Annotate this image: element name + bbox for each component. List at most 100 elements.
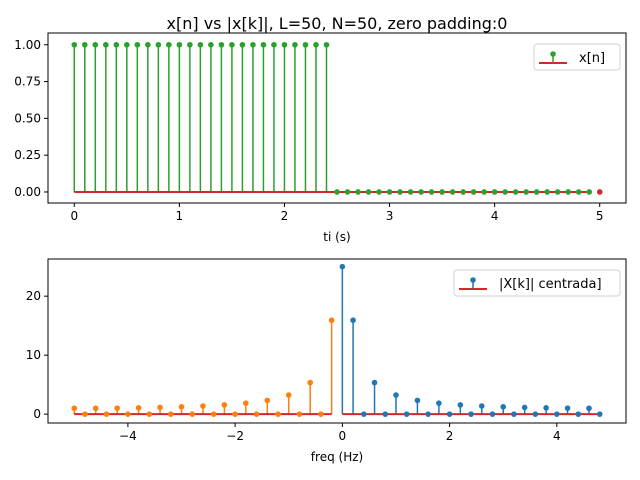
axes-frame — [47, 258, 627, 424]
x-tick-label: 3 — [386, 209, 394, 223]
stem-marker — [82, 411, 88, 417]
stem-marker — [481, 189, 487, 195]
stem-marker — [564, 405, 571, 411]
stem-marker — [512, 189, 519, 195]
legend: x[n] — [533, 43, 621, 71]
stem-marker — [71, 41, 78, 48]
chart-title: x[n] vs |x[k]|, L=50, N=50, zero padding… — [167, 14, 508, 33]
y-tick-label: 0.50 — [14, 111, 41, 125]
stem-marker — [328, 317, 335, 324]
stem-marker — [302, 41, 309, 48]
stem-marker — [307, 379, 313, 386]
stem-marker — [334, 189, 340, 195]
x-tick-label: 4 — [491, 209, 499, 223]
x-axis-label: ti (s) — [323, 230, 350, 244]
stem-marker — [81, 41, 88, 48]
x-tick-label: 1 — [176, 209, 184, 223]
stem-marker — [436, 400, 442, 406]
x-tick-label: 5 — [596, 209, 604, 223]
stem-marker — [187, 41, 193, 48]
stem-marker — [365, 189, 372, 195]
stem-marker — [239, 41, 246, 48]
x-tick-label: 0 — [339, 429, 347, 443]
stem-marker — [313, 41, 319, 48]
stem-marker — [418, 189, 424, 195]
stem-marker — [264, 397, 271, 404]
stem-marker — [439, 189, 445, 195]
stem-marker — [125, 411, 131, 417]
stem-marker — [386, 189, 393, 195]
y-tick-label: 0.00 — [14, 185, 41, 199]
legend-label: |X[k]| centrada] — [499, 277, 602, 292]
stem-marker — [114, 405, 120, 411]
stem-marker — [281, 41, 288, 48]
y-tick-label: 0 — [33, 407, 41, 421]
stem-marker — [271, 41, 277, 48]
stem-marker — [491, 189, 498, 195]
y-tick-label: 0.75 — [14, 75, 41, 89]
stem-marker — [189, 411, 196, 417]
x-tick-label: 2 — [446, 429, 454, 443]
stem-marker — [103, 411, 110, 417]
top-axes: 0 1 2 3 4 5 0.00 0.25 0.50 0.75 1.00 ti (s) x[n] — [14, 32, 627, 244]
stem-marker — [544, 189, 550, 195]
legend-marker — [470, 277, 476, 283]
stem-marker — [543, 405, 549, 411]
stem-marker — [596, 411, 603, 417]
x-tick-label: 4 — [553, 429, 561, 443]
stem-marker — [253, 411, 260, 417]
y-tick-label: 20 — [26, 289, 41, 303]
x-tick-label: 0 — [70, 209, 78, 223]
stem-marker — [407, 189, 414, 195]
stem-marker — [103, 41, 109, 48]
stem-marker — [243, 400, 249, 406]
stem-marker — [355, 189, 361, 195]
stem-marker — [502, 189, 508, 195]
stem-marker — [124, 41, 130, 48]
bottom-axes: −4 −2 0 2 4 0 10 20 freq (Hz) |X[k]| centrada] — [26, 258, 627, 464]
stem-marker — [350, 317, 356, 324]
stem-marker — [157, 404, 163, 411]
stem-marker — [511, 411, 517, 417]
stem-marker — [208, 41, 214, 48]
x-tick-label: −2 — [226, 429, 244, 443]
stem-marker — [425, 411, 431, 417]
stem-marker — [296, 411, 303, 417]
stem-marker — [371, 379, 378, 386]
stem-marker — [382, 411, 389, 417]
stem-marker — [457, 402, 464, 408]
stem-marker — [489, 411, 496, 417]
stem-marker — [275, 411, 281, 417]
stem-marker — [166, 41, 172, 48]
stem-marker — [403, 411, 410, 417]
stem-marker — [586, 405, 592, 412]
stem-marker — [210, 411, 217, 417]
y-tick-label: 0.25 — [14, 148, 41, 162]
stem-marker — [470, 189, 477, 195]
stem-marker — [376, 189, 382, 195]
y-tick-label: 1.00 — [14, 38, 41, 52]
stem-marker — [586, 189, 593, 195]
stem-marker — [135, 405, 142, 411]
stem-marker — [344, 189, 351, 195]
stem-marker — [92, 41, 99, 48]
stem-marker — [197, 41, 204, 48]
stem-marker — [250, 41, 256, 48]
stem-marker — [178, 404, 185, 410]
stem-marker — [113, 41, 120, 48]
stem-marker — [596, 189, 603, 195]
legend-marker — [550, 51, 556, 57]
y-tick-label: 10 — [26, 348, 41, 362]
stem-marker — [260, 41, 267, 48]
stem-marker — [393, 392, 399, 398]
stem-marker — [554, 411, 560, 417]
x-tick-label: −4 — [119, 429, 137, 443]
stem-marker — [468, 411, 474, 417]
stem-marker — [134, 41, 141, 48]
stem-marker — [229, 41, 235, 48]
stem-marker — [478, 403, 485, 409]
stem-marker — [155, 41, 162, 48]
stem-marker — [565, 189, 571, 195]
legend-box — [453, 269, 621, 297]
stem-marker — [285, 392, 292, 398]
